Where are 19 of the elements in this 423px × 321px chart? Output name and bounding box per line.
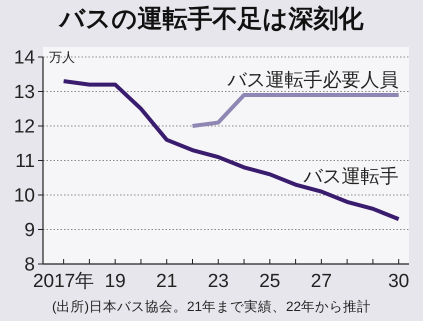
y-tick-label: 8 (24, 254, 35, 276)
y-tick-label: 11 (15, 151, 35, 172)
x-tick-label: 30 (388, 271, 410, 292)
x-tick-label: 27 (310, 271, 332, 292)
x-tick-label: 21 (156, 271, 178, 292)
x-tick-label: 25 (259, 271, 280, 292)
x-tick-label: 2017年 (32, 271, 94, 292)
series-label: バス運転手 (302, 166, 399, 188)
y-tick-label: 9 (24, 220, 35, 242)
y-axis-title: 万人 (49, 50, 75, 65)
text: (出所)日本バス協会。21年まで実績、22年から推計 (52, 299, 372, 314)
chart-title: バスの運転手不足は深刻化 (58, 5, 364, 33)
y-tick-label: 12 (14, 116, 35, 138)
y-tick-label: 13 (14, 82, 35, 104)
x-tick-label: 19 (104, 271, 126, 292)
series-label: バス運転手必要人員 (226, 70, 399, 91)
y-tick-label: 10 (14, 186, 35, 207)
y-tick-label: 14 (14, 48, 36, 69)
x-tick-label: 23 (208, 271, 229, 292)
